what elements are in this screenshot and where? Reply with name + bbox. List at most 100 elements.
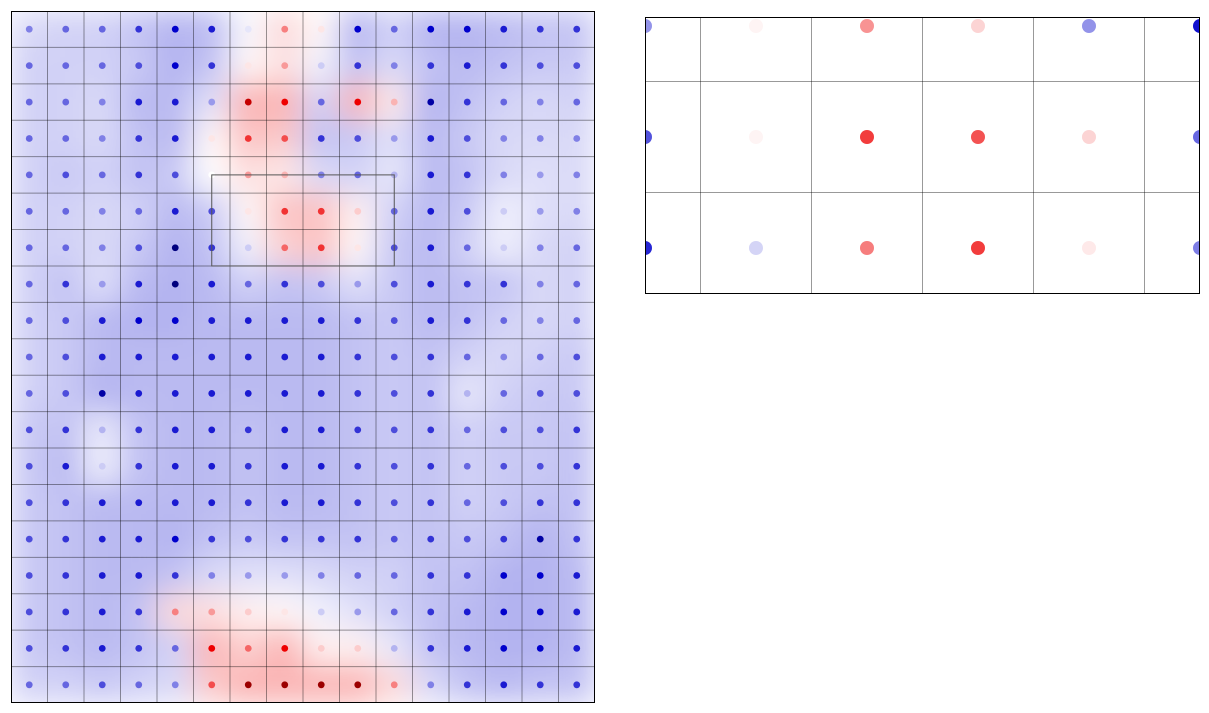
dot-marker [354,572,362,579]
dot-marker [98,426,106,434]
dot-marker [427,499,435,507]
dot-marker [427,98,435,106]
zoom-dot-marker [645,130,652,144]
dot-marker [244,353,252,361]
dot-marker [536,353,544,361]
dot-marker [317,499,325,507]
dot-marker [427,62,435,70]
dot-marker [500,499,508,507]
dot-marker [500,280,508,288]
dot-marker [427,171,435,179]
dot-marker [500,572,508,579]
dot-marker [62,207,70,215]
dot-marker [427,535,435,543]
dot-marker [463,390,471,397]
dot-marker [573,499,581,507]
dot-marker [62,499,70,507]
dot-marker [244,390,252,397]
dot-marker [208,426,216,434]
dot-marker [171,572,179,579]
dot-marker [317,462,325,470]
zoom-dot-marker [971,130,985,144]
dot-marker [135,644,143,652]
dot-marker [281,207,289,215]
dot-marker [573,25,581,33]
dot-marker [25,25,33,33]
dot-marker [171,207,179,215]
dot-marker [427,25,435,33]
dot-marker [25,135,33,142]
zoom-dot-marker [645,241,652,255]
dot-marker [244,317,252,324]
dot-marker [171,390,179,397]
dot-marker [281,462,289,470]
dot-marker [573,353,581,361]
dot-marker [62,608,70,616]
dot-marker [536,572,544,579]
dot-marker [98,608,106,616]
dot-marker [536,98,544,106]
dot-marker [281,644,289,652]
dot-marker [427,644,435,652]
dot-marker [244,499,252,507]
main-frame [11,11,595,703]
dot-marker [244,62,252,70]
dot-marker [208,62,216,70]
zoom-dot-marker [860,241,874,255]
dot-marker [317,62,325,70]
dot-marker [25,499,33,507]
dot-marker [427,244,435,252]
zoom-dot-marker [645,19,652,33]
zoom-dot-marker [749,130,763,144]
zoom-dot-marker [1082,19,1096,33]
dot-marker [25,462,33,470]
dot-marker [573,608,581,616]
dot-marker [536,681,544,689]
dot-marker [25,244,33,252]
dot-marker [281,135,289,142]
dot-marker [463,62,471,70]
dot-marker [171,535,179,543]
dot-marker [500,25,508,33]
dot-marker [317,317,325,324]
dot-marker [135,535,143,543]
dot-marker [98,244,106,252]
dot-marker [536,535,544,543]
dot-marker [500,317,508,324]
dot-marker [390,353,398,361]
dot-marker [244,25,252,33]
dot-marker [317,535,325,543]
dot-marker [208,25,216,33]
dot-marker [536,25,544,33]
dot-marker [98,499,106,507]
dot-marker [500,535,508,543]
dot-marker [573,426,581,434]
dot-marker [62,244,70,252]
dot-marker [463,462,471,470]
dot-marker [463,608,471,616]
dot-marker [500,390,508,397]
dot-marker [536,171,544,179]
zoom-dot-marker [971,19,985,33]
dot-marker [500,681,508,689]
dot-marker [208,353,216,361]
dot-marker [354,608,362,616]
dot-marker [208,608,216,616]
dot-marker [98,171,106,179]
dot-marker [281,681,289,689]
dot-marker [500,608,508,616]
dot-marker [135,499,143,507]
dot-marker [62,535,70,543]
dot-marker [171,244,179,252]
dot-marker [244,535,252,543]
dot-marker [62,98,70,106]
dot-marker [390,426,398,434]
dot-marker [573,390,581,397]
dot-marker [281,98,289,106]
dot-marker [390,608,398,616]
dot-marker [573,207,581,215]
dot-marker [208,572,216,579]
dot-marker [536,462,544,470]
dot-marker [98,62,106,70]
dot-marker [463,681,471,689]
